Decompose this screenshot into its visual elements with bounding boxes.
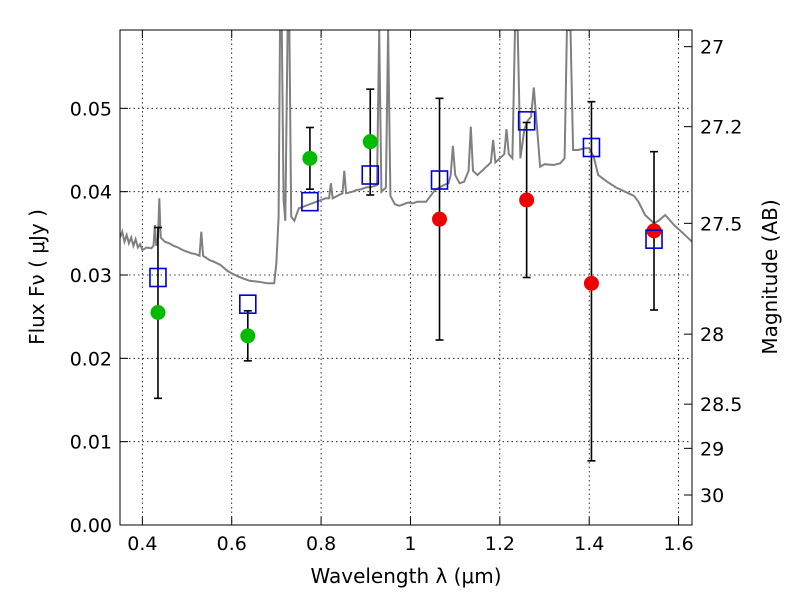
x-tick-label: 0.8	[306, 533, 336, 555]
y-tick-label: 0.03	[70, 265, 112, 287]
model-spectrum	[120, 30, 692, 285]
data-markers	[149, 111, 663, 344]
x-tick-label: 1.4	[574, 533, 604, 555]
red-data-point	[432, 211, 448, 227]
model-point	[517, 111, 536, 131]
y-tick-label: 0.04	[70, 182, 112, 204]
green-data-point	[302, 150, 318, 166]
model-point	[149, 267, 167, 288]
x-tick-label: 1.2	[485, 533, 515, 555]
grid	[120, 30, 692, 526]
x-tick-label: 1.6	[663, 533, 693, 555]
y-axis-title: Flux Fν ( μJy )	[25, 209, 49, 345]
y2-tick-label: 29	[700, 438, 724, 460]
x-tick-label: 1	[404, 533, 416, 555]
y-tick-label: 0.00	[70, 515, 112, 537]
model-point	[239, 294, 257, 314]
red-data-point	[519, 192, 535, 208]
green-data-point	[240, 328, 256, 344]
model-point	[645, 229, 663, 249]
y2-tick-label: 30	[700, 485, 724, 507]
green-data-point	[362, 134, 378, 150]
y-tick-label: 0.01	[70, 432, 112, 454]
x-tick-label: 0.6	[217, 533, 247, 555]
y-tick-label: 0.02	[70, 348, 112, 370]
error-bars	[153, 88, 659, 462]
model-point	[361, 165, 380, 185]
axis-ticks: 0.4 0.6 0.8 1 1.2 1.4 1.6 0.00 0.01 0.02 0.03 0.04 0…	[70, 30, 742, 555]
plot-frame	[119, 29, 693, 526]
model-point	[582, 137, 601, 158]
model-point	[430, 170, 449, 190]
y2-tick-label: 28.5	[700, 394, 742, 416]
y2-tick-label: 27.2	[700, 117, 742, 139]
red-data-point	[583, 275, 599, 291]
y2-tick-label: 27.5	[700, 213, 742, 235]
model-point	[301, 191, 319, 212]
green-data-point	[150, 305, 166, 320]
y2-tick-label: 27	[700, 37, 724, 59]
y-tick-label: 0.05	[70, 98, 112, 120]
x-axis-title: Wavelength λ (μm)	[310, 564, 501, 588]
y2-tick-label: 28	[700, 324, 724, 346]
y2-axis-title: Magnitude (AB)	[758, 199, 782, 354]
x-tick-label: 0.4	[127, 533, 157, 555]
